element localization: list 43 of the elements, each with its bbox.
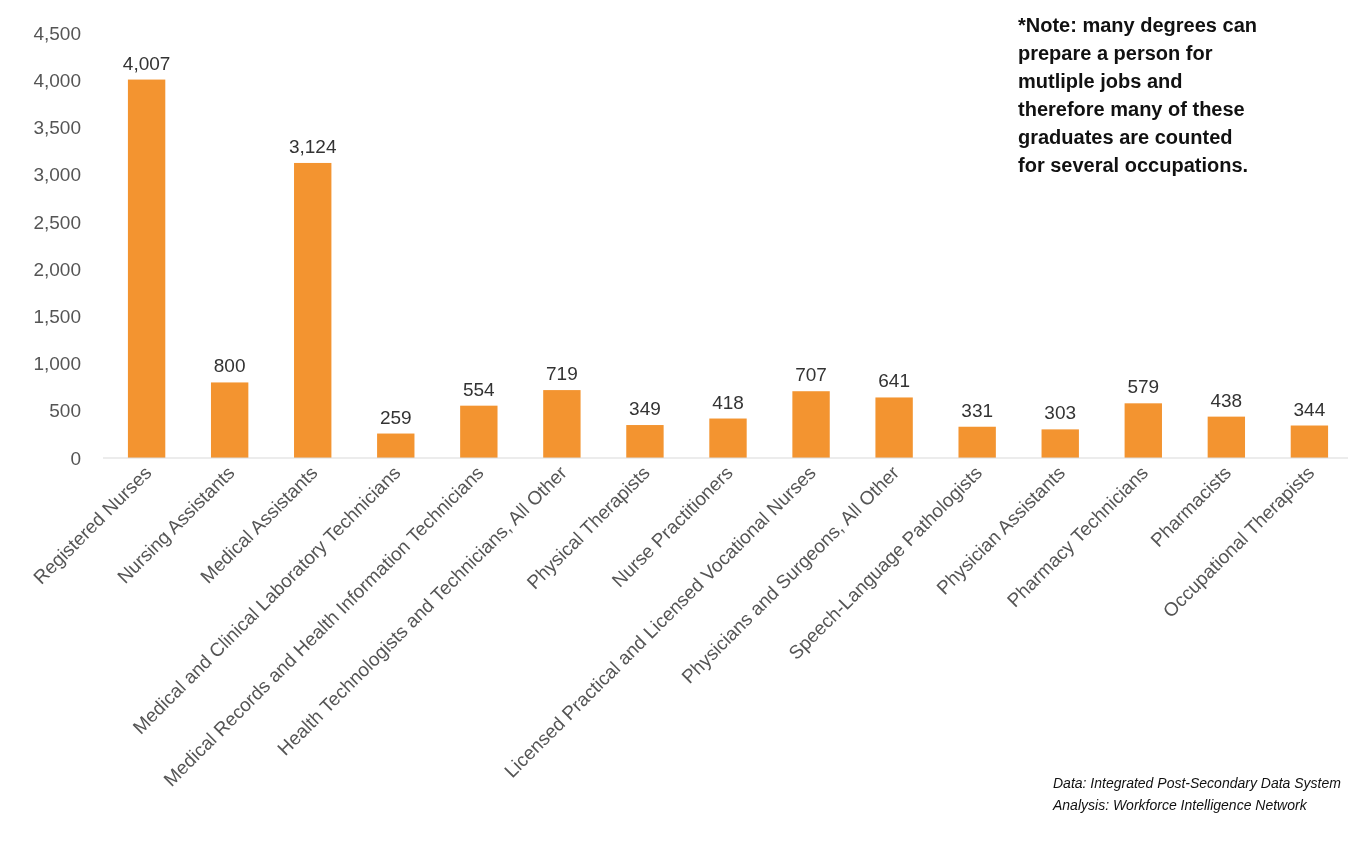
bar (460, 405, 498, 458)
y-tick-label: 4,500 (33, 22, 81, 44)
bar (210, 382, 249, 458)
y-tick-label: 1,500 (33, 305, 81, 327)
bar (1207, 416, 1246, 458)
y-tick-label: 3,000 (33, 164, 81, 186)
data-label: 579 (1127, 376, 1160, 398)
data-label: 259 (379, 406, 412, 428)
y-tick-label: 4,000 (33, 69, 81, 91)
data-label: 554 (462, 378, 496, 400)
bar (709, 418, 747, 458)
bar (875, 397, 913, 458)
data-label: 344 (1293, 398, 1326, 420)
annotation: *Note: many degrees can prepare a person for mutliple jobs and therefore many of these graduates are counted for several occupations. (1018, 14, 1257, 176)
bar (1124, 403, 1162, 458)
y-tick-label: 2,500 (33, 211, 81, 233)
text: Analysis: Workforce Intelligence Network (1052, 797, 1308, 813)
y-tick-label: 2,000 (33, 258, 81, 280)
data-label: 438 (1210, 389, 1243, 411)
bar (958, 426, 996, 458)
y-tick-label: 0 (70, 447, 81, 469)
bar (792, 391, 830, 458)
bar (294, 162, 332, 458)
data-label: 418 (712, 391, 744, 413)
data-label: 303 (1044, 402, 1077, 424)
data-label: 641 (878, 370, 910, 392)
bar (127, 79, 166, 458)
bar (626, 425, 664, 458)
data-label: 719 (546, 363, 578, 385)
text: Data: Integrated Post-Secondary Data System (1053, 775, 1342, 791)
y-tick-label: 1,000 (33, 353, 81, 375)
y-tick-label: 3,500 (33, 117, 81, 139)
data-label: 4,007 (122, 52, 171, 74)
bar (377, 433, 415, 458)
bar (1290, 425, 1329, 458)
bar (543, 390, 581, 458)
data-label: 3,124 (288, 135, 337, 157)
data-label: 331 (961, 399, 994, 421)
data-label: 707 (795, 364, 827, 386)
data-label: 349 (629, 398, 661, 420)
y-tick-label: 500 (49, 400, 81, 422)
bar (1041, 429, 1079, 458)
data-label: 800 (213, 355, 246, 377)
